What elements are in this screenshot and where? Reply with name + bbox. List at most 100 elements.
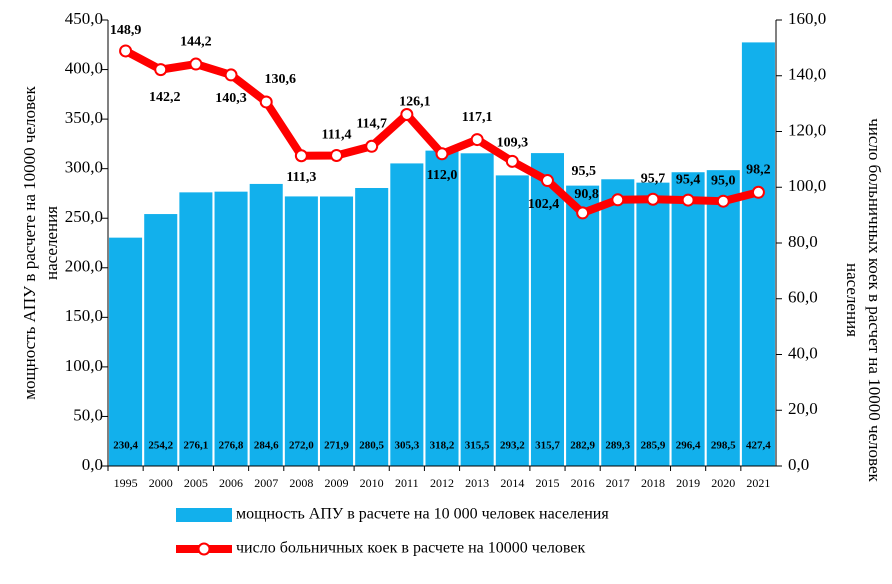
x-tick-label: 2008 [289, 476, 313, 490]
y2-tick-label: 100,0 [788, 176, 826, 195]
bar [214, 191, 248, 466]
y2-tick-label: 0,0 [788, 455, 809, 474]
line-value-label: 95,5 [572, 164, 597, 179]
line-value-label: 111,4 [322, 128, 352, 143]
bar [109, 237, 143, 466]
line-value-label: 140,3 [215, 91, 247, 106]
bar-value-label: 427,4 [746, 440, 771, 452]
bar-value-label: 315,7 [535, 440, 560, 452]
y-tick-label: 300,0 [65, 158, 103, 177]
line-value-label: 111,3 [286, 170, 316, 185]
x-tick-label: 2014 [500, 476, 524, 490]
y2-tick-label: 80,0 [788, 232, 818, 251]
bar-value-label: 293,2 [500, 440, 525, 452]
legend-swatch [176, 508, 232, 522]
x-tick-label: 2010 [360, 476, 384, 490]
bar-value-label: 289,3 [605, 440, 630, 452]
line-marker [470, 133, 484, 147]
bar [284, 196, 318, 466]
y2-tick-label: 120,0 [788, 120, 826, 139]
bar-value-label: 272,0 [289, 440, 314, 452]
bar-value-label: 271,9 [324, 440, 349, 452]
bar-value-label: 296,4 [676, 440, 701, 452]
line-marker [435, 147, 449, 161]
bar [706, 170, 740, 467]
bar-value-label: 318,2 [430, 440, 455, 452]
x-tick-label: 1995 [114, 476, 138, 490]
y2-tick-label: 40,0 [788, 343, 818, 362]
y2-tick-label: 160,0 [788, 9, 826, 28]
line-value-label: 130,6 [264, 72, 296, 87]
x-tick-label: 2013 [465, 476, 489, 490]
line-marker [646, 192, 660, 206]
line-value-label: 117,1 [462, 110, 493, 125]
line-marker [259, 95, 273, 109]
y2-tick-label: 20,0 [788, 399, 818, 418]
bar [636, 182, 670, 466]
bar [741, 42, 775, 467]
x-tick-label: 2016 [571, 476, 595, 490]
bar [566, 185, 600, 466]
bar [390, 163, 424, 467]
y-tick-label: 450,0 [65, 9, 103, 28]
y-tick-label: 400,0 [65, 58, 103, 77]
y-tick-label: 150,0 [65, 306, 103, 325]
y-tick-label: 0,0 [82, 455, 103, 474]
bar-value-label: 305,3 [394, 440, 419, 452]
x-tick-label: 2017 [606, 476, 630, 490]
x-tick-label: 2000 [149, 476, 173, 490]
legend-label: число больничных коек в расчете на 10000… [236, 540, 585, 557]
y-tick-label: 350,0 [65, 108, 103, 127]
line-marker [576, 206, 590, 220]
line-marker [154, 63, 168, 77]
x-tick-label: 2006 [219, 476, 243, 490]
bar-value-label: 284,6 [254, 440, 279, 452]
line-value-label: 148,9 [110, 23, 142, 38]
x-tick-label: 2007 [254, 476, 278, 490]
x-tick-label: 2009 [325, 476, 349, 490]
line-value-label: 109,3 [497, 136, 529, 151]
bar [495, 175, 529, 466]
line-marker [611, 193, 625, 207]
bar-value-label: 276,1 [184, 440, 209, 452]
legend-label: мощность АПУ в расчете на 10 000 человек… [236, 506, 609, 523]
line-marker [400, 107, 414, 121]
x-tick-label: 2021 [746, 476, 770, 490]
bar [671, 172, 705, 466]
line-value-label: 142,2 [149, 90, 181, 105]
line-marker [119, 44, 133, 58]
bar [601, 179, 635, 467]
x-tick-label: 2012 [430, 476, 454, 490]
x-tick-label: 2005 [184, 476, 208, 490]
line-marker [716, 194, 730, 208]
bar-value-label: 282,9 [570, 440, 595, 452]
line-value-label: 144,2 [180, 34, 212, 49]
y-tick-label: 250,0 [65, 207, 103, 226]
legend-marker [197, 542, 211, 556]
line-marker [294, 149, 308, 163]
x-tick-label: 2011 [395, 476, 419, 490]
y2-axis-title: число больничных коек в расчет на 10000 … [843, 118, 884, 482]
line-value-label: 114,7 [356, 116, 387, 131]
x-tick-label: 2020 [711, 476, 735, 490]
y-axis-title: мощность АПУ в расчете на 10000 человек н… [20, 86, 61, 400]
bar-value-label: 285,9 [641, 440, 666, 452]
line-marker [751, 185, 765, 199]
line-value-label: 126,1 [399, 95, 431, 110]
line-marker [224, 68, 238, 82]
bar-value-label: 298,5 [711, 440, 736, 452]
line-marker [365, 139, 379, 153]
y-axis-title-line: мощность АПУ в расчете на 10000 человек [20, 86, 39, 400]
x-tick-label: 2019 [676, 476, 700, 490]
line-marker [189, 57, 203, 71]
y-tick-label: 50,0 [73, 405, 103, 424]
bar [144, 214, 178, 466]
y2-axis-title-line: число больничных коек в расчет на 10000 … [865, 118, 884, 482]
line-value-label: 102,4 [528, 197, 560, 212]
line-marker [330, 148, 344, 162]
bar-value-label: 254,2 [148, 440, 173, 452]
x-tick-label: 2018 [641, 476, 665, 490]
line-marker [505, 154, 519, 168]
bar-value-label: 276,8 [219, 440, 244, 452]
